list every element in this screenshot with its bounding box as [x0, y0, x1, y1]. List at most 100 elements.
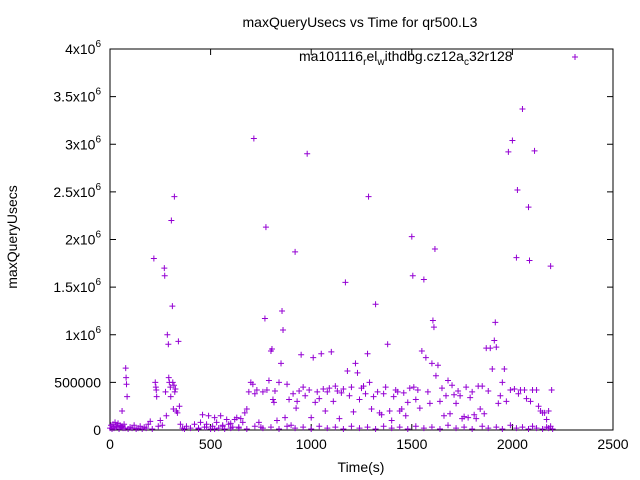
- data-point: [344, 367, 351, 374]
- data-point: [294, 398, 301, 405]
- data-point: [199, 411, 206, 418]
- data-point: [543, 424, 550, 431]
- data-point: [436, 398, 443, 405]
- data-point: [414, 386, 421, 393]
- data-point: [382, 384, 389, 391]
- data-point: [499, 426, 506, 433]
- data-point: [380, 390, 387, 397]
- data-point: [161, 272, 168, 279]
- data-point: [187, 425, 194, 432]
- data-point: [121, 421, 128, 428]
- data-point: [388, 425, 395, 432]
- data-point: [388, 417, 395, 424]
- data-point: [290, 390, 297, 397]
- data-point: [402, 412, 409, 419]
- x-axis-label: Time(s): [338, 459, 385, 475]
- data-point: [533, 386, 540, 393]
- data-point: [420, 276, 427, 283]
- data-point: [302, 392, 309, 399]
- data-point: [162, 388, 169, 395]
- data-point: [336, 415, 343, 422]
- y-tick-label-base: 0: [93, 422, 101, 438]
- data-point: [503, 398, 510, 405]
- data-point: [250, 135, 257, 142]
- data-point: [457, 392, 464, 399]
- y-tick-label: 1.5x106: [53, 277, 101, 295]
- data-point: [262, 224, 269, 231]
- data-point: [170, 382, 177, 389]
- data-point: [398, 406, 405, 413]
- data-point: [362, 390, 369, 397]
- data-point: [143, 425, 150, 432]
- y-tick-label-exponent: 6: [95, 277, 101, 288]
- data-point: [432, 372, 439, 379]
- tick-group: 0 500 1000 1500 2000 250005000001x1061.5x1062…: [53, 39, 628, 452]
- data-point: [420, 425, 427, 432]
- data-point: [372, 426, 379, 433]
- data-point: [548, 386, 555, 393]
- data-point: [416, 405, 423, 412]
- data-point: [360, 383, 367, 390]
- data-point: [267, 424, 274, 431]
- y-tick-label-base: 1x10: [65, 327, 96, 343]
- data-point: [270, 399, 277, 406]
- y-tick-label-exponent: 6: [95, 182, 101, 193]
- data-point: [501, 366, 508, 373]
- data-point: [122, 425, 129, 432]
- data-point: [296, 387, 303, 394]
- data-point: [507, 386, 514, 393]
- data-point: [492, 319, 499, 326]
- data-point: [153, 386, 160, 393]
- data-point: [326, 385, 333, 392]
- data-point: [334, 387, 341, 394]
- data-point: [165, 341, 172, 348]
- data-point: [298, 351, 305, 358]
- data-point: [499, 379, 506, 386]
- data-point: [149, 426, 156, 433]
- y-tick-label-base: 4x10: [65, 41, 96, 57]
- data-point: [280, 326, 287, 333]
- data-point: [276, 426, 283, 433]
- data-point: [205, 412, 212, 419]
- data-point: [505, 148, 512, 155]
- data-point: [513, 254, 520, 261]
- y-tick-label: 2x106: [65, 230, 101, 248]
- data-point: [211, 414, 218, 421]
- legend-text-part: 32r128: [469, 48, 513, 64]
- data-point: [324, 388, 331, 395]
- data-point: [171, 193, 178, 200]
- data-point: [493, 344, 500, 351]
- data-point: [153, 393, 160, 400]
- data-point: [408, 233, 415, 240]
- data-point: [431, 246, 438, 253]
- y-tick-label: 3.5x106: [53, 87, 101, 105]
- data-point: [288, 422, 295, 429]
- data-point: [304, 150, 311, 157]
- data-point: [529, 423, 536, 430]
- y-tick-label-exponent: 6: [95, 39, 101, 50]
- data-point: [159, 422, 166, 429]
- data-point: [406, 385, 413, 392]
- legend-text-part: ithdbg.cz12a: [385, 48, 465, 64]
- data-point: [286, 396, 293, 403]
- data-point: [249, 381, 256, 388]
- data-point: [384, 341, 391, 348]
- data-point: [428, 360, 435, 367]
- data-point: [453, 425, 460, 432]
- data-point: [292, 248, 299, 255]
- data-point: [237, 415, 244, 422]
- data-point: [259, 388, 266, 395]
- data-point: [350, 408, 357, 415]
- data-point: [211, 426, 218, 433]
- data-point: [284, 381, 291, 388]
- data-point: [171, 388, 178, 395]
- y-tick-label-base: 2x10: [65, 232, 96, 248]
- data-point: [314, 388, 321, 395]
- data-point: [461, 424, 468, 431]
- data-point: [168, 217, 175, 224]
- data-point: [169, 303, 176, 310]
- x-tick-label: 2000: [497, 436, 528, 452]
- data-point: [445, 422, 452, 429]
- data-point: [306, 386, 313, 393]
- data-point: [279, 307, 286, 314]
